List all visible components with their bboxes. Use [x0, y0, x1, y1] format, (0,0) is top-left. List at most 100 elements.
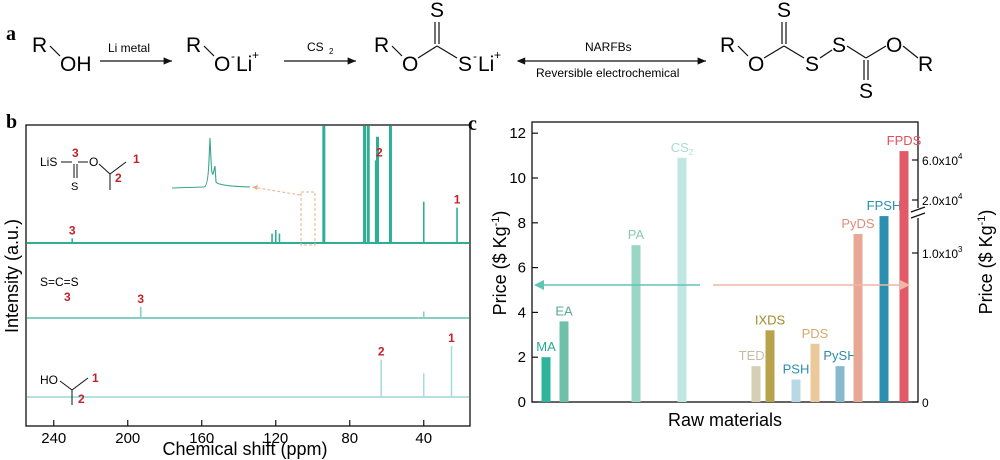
nmr-panel: b Intensity (a.u.) Chemical shift (ppm) … [2, 111, 471, 459]
right-axis-arrowhead [900, 280, 910, 290]
chart-x-axis-label: Raw materials [668, 410, 782, 430]
xanthate-structure: LiS S O 3 2 1 [40, 146, 140, 193]
left-y-tick-label: 4 [518, 304, 526, 321]
left-y-axis: 0 2 4 6 8 10 12 [509, 125, 538, 411]
lis-label: LiS [40, 155, 57, 169]
r-group: R [720, 34, 735, 57]
peak-label: 1 [454, 193, 461, 207]
price-chart-panel: c 0 2 4 6 8 10 12 0 1.0x103 2.0x104 6.0x104 MA EA P… [468, 113, 996, 430]
bar-ma [541, 357, 551, 402]
disulfide-sulfur-b: S [832, 34, 846, 57]
right-y-axis: 0 1.0x103 2.0x104 6.0x104 [912, 152, 963, 410]
bars: MA EA PA CS2 TEDS IXDS PSH PDS PySH PyDS FPSH FPDS [536, 133, 922, 402]
arrow-li-metal-label: Li metal [108, 41, 150, 55]
nmr-x-tick-label: 200 [115, 430, 140, 447]
cs2-structure: S=C=S 3 [40, 275, 79, 304]
cs2-formula: S=C=S [40, 275, 79, 289]
oxygen: O [886, 34, 902, 57]
right-y-tick-label: 6.0x104 [922, 152, 963, 168]
bar-label: MA [536, 339, 556, 354]
nmr-frame [25, 124, 471, 427]
carbon-1-label: 1 [92, 371, 99, 385]
left-y-axis-label: Price ($ Kg-1) [490, 211, 510, 316]
bar-label: PyDS [841, 216, 875, 231]
oxygen: O [214, 53, 230, 76]
nmr-y-axis-label: Intensity (a.u.) [2, 219, 22, 333]
right-y-tick-label: 1.0x103 [922, 245, 963, 261]
bar-teds [751, 366, 761, 402]
r-group: R [374, 34, 389, 57]
right-y-tick-label: 2.0x104 [922, 192, 963, 208]
bar-label: TEDS [739, 348, 774, 363]
left-y-tick-label: 8 [518, 215, 526, 232]
oxygen: O [402, 53, 418, 76]
peak-label: 1 [448, 331, 455, 345]
ho-label: HO [40, 373, 58, 387]
bar-cs2 [677, 157, 687, 402]
peak-label: 3 [69, 223, 76, 237]
bar-label: PA [628, 227, 645, 242]
lithium: Li [478, 53, 494, 76]
r-group: R [918, 53, 933, 76]
dixanthogen-molecule: R O S S S S O R [720, 0, 933, 103]
reaction-scheme: a R OH Li metal R O - Li + CS 2 R O [6, 0, 933, 103]
carbon-1-label: 1 [133, 152, 140, 166]
lithium: Li [236, 53, 252, 76]
bar-ixds [765, 330, 775, 402]
panel-b-label: b [6, 111, 17, 133]
bar-pysh [835, 366, 845, 402]
bar-label: EA [555, 303, 573, 318]
nmr-x-ticks: 240 200 160 120 80 40 [41, 420, 432, 447]
panel-c-label: c [468, 113, 477, 135]
peak-label: 2 [376, 145, 383, 159]
bar-label: PDS [802, 326, 829, 341]
peak-label: 3 [137, 292, 144, 306]
left-axis-arrowhead [534, 280, 544, 290]
thione-sulfur-bottom: S [859, 80, 873, 103]
isopropanol-structure: HO 1 2 [40, 371, 99, 406]
bar-label: PSH [783, 362, 810, 377]
arrow-top-label: NARFBs [585, 40, 632, 54]
axis-break [910, 206, 926, 219]
panel-a-label: a [6, 23, 16, 45]
oxygen: O [748, 53, 764, 76]
alkoxide-molecule: R O - Li + [186, 34, 259, 76]
arrow-cs2-label: CS [307, 40, 324, 54]
spectrum-top: 3 2 1 [27, 126, 469, 244]
nmr-x-tick-label: 160 [189, 430, 214, 447]
bar-pa [631, 245, 641, 402]
carbon-2-label: 2 [78, 392, 85, 406]
left-y-tick-label: 6 [518, 260, 526, 277]
bar-ea [559, 321, 569, 402]
alcohol-molecule: R OH [32, 34, 92, 76]
nmr-x-tick-label: 240 [41, 430, 66, 447]
peak-label: 2 [378, 345, 385, 359]
carbon-3-label: 3 [72, 146, 79, 160]
bar-label: FPSH [867, 198, 902, 213]
arrow-cs2-subscript: 2 [329, 47, 334, 56]
hydroxyl: OH [60, 53, 92, 76]
right-y-axis-label: Price ($ Kg-1) [976, 210, 996, 315]
xanthate-molecule: R O S S - Li + [374, 0, 501, 76]
disulfide-sulfur-a: S [805, 53, 819, 76]
thione-sulfur-top: S [777, 0, 791, 22]
left-y-tick-label: 2 [518, 349, 526, 366]
thiolate-sulfur: S [458, 53, 472, 76]
left-y-tick-label: 10 [509, 170, 526, 187]
bar-label: PySH [823, 348, 856, 363]
left-y-tick-label: 12 [509, 125, 526, 142]
spectrum-bottom: 21 [27, 331, 469, 398]
charge-minus: - [473, 49, 477, 63]
bar-label: FPDS [887, 133, 922, 148]
arrow-bottom-label: Reversible electrochemical [536, 66, 679, 80]
charge-minus: - [231, 49, 235, 63]
zoom-inset [171, 137, 316, 246]
left-y-tick-label: 0 [518, 394, 526, 411]
nmr-x-axis-label: Chemical shift (ppm) [162, 439, 327, 459]
charge-plus: + [494, 48, 501, 62]
nmr-x-tick-label: 120 [263, 430, 288, 447]
nmr-x-tick-label: 40 [415, 430, 432, 447]
bar-label: CS2 [671, 140, 694, 157]
right-y-tick-label: 0 [922, 396, 929, 410]
r-group: R [32, 34, 47, 57]
